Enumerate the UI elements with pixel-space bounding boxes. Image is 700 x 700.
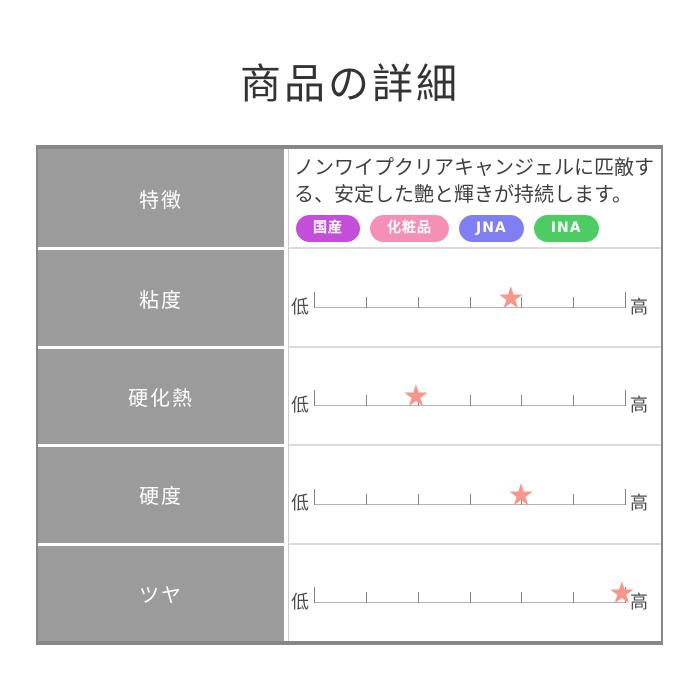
row-content-cell: 低 ★ 高 — [288, 542, 661, 641]
star-rating-icon: ★ — [507, 477, 535, 513]
scale-low-label: 低 — [291, 296, 309, 318]
scale-tick — [417, 493, 419, 505]
star-rating-icon: ★ — [608, 576, 636, 612]
scale-track: ★ — [314, 382, 626, 412]
scale-high-label: 高 — [630, 296, 648, 318]
rating-scale: 低 ★ 高 — [289, 382, 661, 416]
badge: 化粧品 — [370, 215, 449, 242]
scale-tick — [469, 297, 471, 309]
scale-tick — [521, 395, 523, 407]
scale-tick — [625, 488, 626, 505]
row-label: 特徴 — [139, 187, 183, 212]
scale-tick — [469, 493, 471, 505]
scale-tick — [417, 592, 419, 604]
scale-high-label: 高 — [630, 591, 648, 613]
star-rating-icon: ★ — [497, 281, 525, 317]
row-label: 硬度 — [139, 484, 183, 509]
rating-scale: 低 ★ 高 — [289, 284, 661, 318]
badge: JNA — [459, 215, 524, 242]
scale-tick — [573, 493, 575, 505]
row-label: 粘度 — [139, 287, 183, 312]
row-header-cell: 特徴 — [38, 149, 288, 248]
row-header-cell: 硬化熱 — [38, 345, 288, 445]
row-content-cell: 低 ★ 高 — [288, 444, 661, 543]
row-label: 硬化熱 — [128, 385, 194, 410]
scale-tick — [365, 297, 367, 309]
badge-list: 国産 化粧品 JNA INA — [296, 215, 657, 242]
scale-tick — [573, 592, 575, 604]
scale-high-label: 高 — [630, 493, 648, 515]
row-content-cell: ノンワイプクリアキャンジェルに匹敵する、安定した艶と輝きが持続します。 国産 化… — [288, 149, 661, 248]
scale-tick — [573, 395, 575, 407]
row-label: ツヤ — [139, 582, 183, 607]
row-header-cell: ツヤ — [38, 542, 288, 641]
row-header-cell: 硬度 — [38, 444, 288, 543]
scale-low-label: 低 — [291, 591, 309, 613]
scale-tick — [625, 587, 626, 604]
star-rating-icon: ★ — [402, 379, 430, 415]
rating-scale: 低 ★ 高 — [289, 579, 661, 613]
scale-tick — [365, 395, 367, 407]
badge: 国産 — [296, 215, 360, 242]
scale-tick — [521, 592, 523, 604]
scale-tick — [521, 493, 523, 505]
scale-high-label: 高 — [630, 394, 648, 416]
scale-tick — [469, 395, 471, 407]
scale-tick — [625, 390, 626, 407]
scale-tick — [314, 488, 315, 505]
feature-description: ノンワイプクリアキャンジェルに匹敵する、安定した艶と輝きが持続します。 — [294, 155, 654, 206]
scale-tick — [417, 395, 419, 407]
row-content-cell: 低 ★ 高 — [288, 247, 661, 346]
scale-tick — [469, 592, 471, 604]
scale-track: ★ — [314, 579, 635, 609]
scale-track: ★ — [314, 284, 626, 314]
row-header-cell: 粘度 — [38, 247, 288, 346]
product-detail-table: 特徴 ノンワイプクリアキャンジェルに匹敵する、安定した艶と輝きが持続します。 国… — [36, 145, 663, 645]
scale-tick — [314, 292, 315, 309]
scale-tick — [417, 297, 419, 309]
scale-low-label: 低 — [291, 493, 309, 515]
badge: INA — [533, 215, 599, 242]
page-title: 商品の詳細 — [240, 60, 460, 108]
scale-tick — [314, 587, 315, 604]
scale-tick — [365, 592, 367, 604]
scale-tick — [365, 493, 367, 505]
scale-low-label: 低 — [291, 394, 309, 416]
rating-scale: 低 ★ 高 — [289, 480, 661, 515]
scale-tick — [573, 297, 575, 309]
scale-track: ★ — [314, 480, 626, 510]
scale-tick — [521, 297, 523, 309]
scale-tick — [625, 292, 626, 309]
row-content-cell: 低 ★ 高 — [288, 345, 661, 445]
scale-tick — [314, 390, 315, 407]
